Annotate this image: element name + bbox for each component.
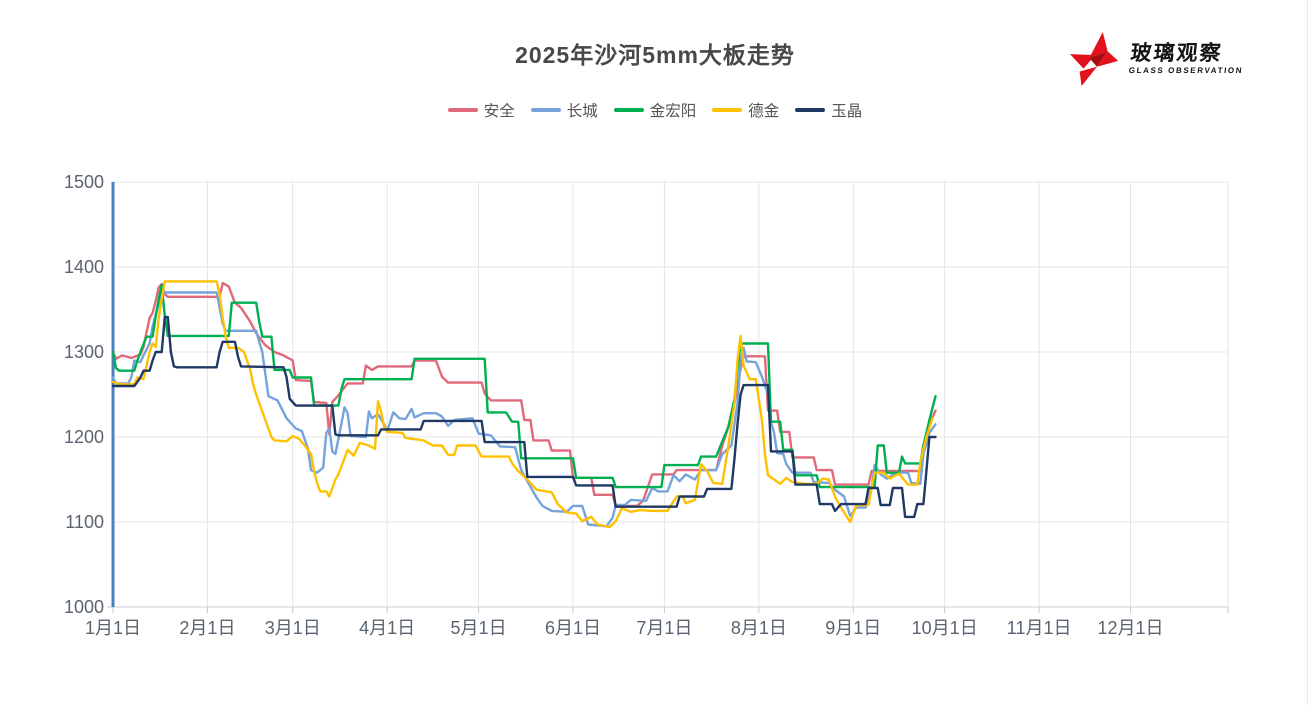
- page-right-border: [1307, 0, 1308, 705]
- legend-swatch: [613, 108, 644, 112]
- legend-swatch: [447, 108, 478, 112]
- x-tick-label: 5月1日: [451, 618, 507, 638]
- x-tick-label: 4月1日: [359, 618, 415, 638]
- legend-item-4: 德金: [712, 99, 779, 121]
- legend-label: 长城: [566, 103, 598, 120]
- brand-logo: 玻璃观察 GLASS OBSERVATION: [1068, 32, 1244, 86]
- logo-star-icon: [1069, 32, 1118, 86]
- x-tick-label: 3月1日: [265, 618, 321, 638]
- legend-label: 玉晶: [831, 103, 863, 120]
- series-line-1: [111, 281, 937, 508]
- series-line-2: [111, 291, 937, 528]
- x-tick-label: 2月1日: [179, 618, 235, 638]
- chart-legend: 安全 长城 金宏阳 德金 玉晶: [0, 99, 1310, 121]
- chart-title: 2025年沙河5mm大板走势: [515, 42, 795, 68]
- x-tick-label: 11月1日: [1007, 618, 1072, 638]
- x-tick-label: 9月1日: [825, 618, 881, 638]
- y-tick-label: 1100: [65, 512, 104, 532]
- legend-item-2: 长城: [530, 99, 598, 121]
- legend-item-1: 安全: [447, 99, 515, 121]
- logo-name-en: GLASS OBSERVATION: [1127, 66, 1244, 75]
- logo-text: 玻璃观察 GLASS OBSERVATION: [1127, 42, 1246, 75]
- legend-label: 金宏阳: [649, 103, 697, 120]
- logo-name-cn: 玻璃观察: [1129, 42, 1224, 65]
- x-tick-label: 6月1日: [545, 618, 601, 638]
- x-tick-label: 8月1日: [731, 618, 787, 638]
- x-tick-label: 10月1日: [912, 618, 978, 638]
- series-line-4: [111, 280, 934, 529]
- y-tick-label: 1400: [64, 257, 104, 277]
- y-tick-label: 1200: [64, 427, 104, 447]
- x-tick-label: 12月1日: [1097, 618, 1163, 638]
- x-tick-label: 7月1日: [636, 618, 692, 638]
- legend-label: 德金: [748, 103, 780, 120]
- y-tick-label: 1300: [64, 342, 104, 362]
- legend-item-5: 玉晶: [795, 99, 862, 121]
- legend-item-3: 金宏阳: [613, 99, 697, 121]
- series-line-5: [111, 315, 937, 519]
- legend-label: 安全: [483, 103, 515, 120]
- y-tick-label: 1000: [64, 597, 104, 617]
- legend-swatch: [795, 108, 826, 112]
- legend-swatch: [712, 108, 743, 112]
- legend-swatch: [530, 108, 561, 112]
- x-tick-label: 1月1日: [85, 618, 141, 638]
- y-tick-label: 1500: [64, 172, 104, 192]
